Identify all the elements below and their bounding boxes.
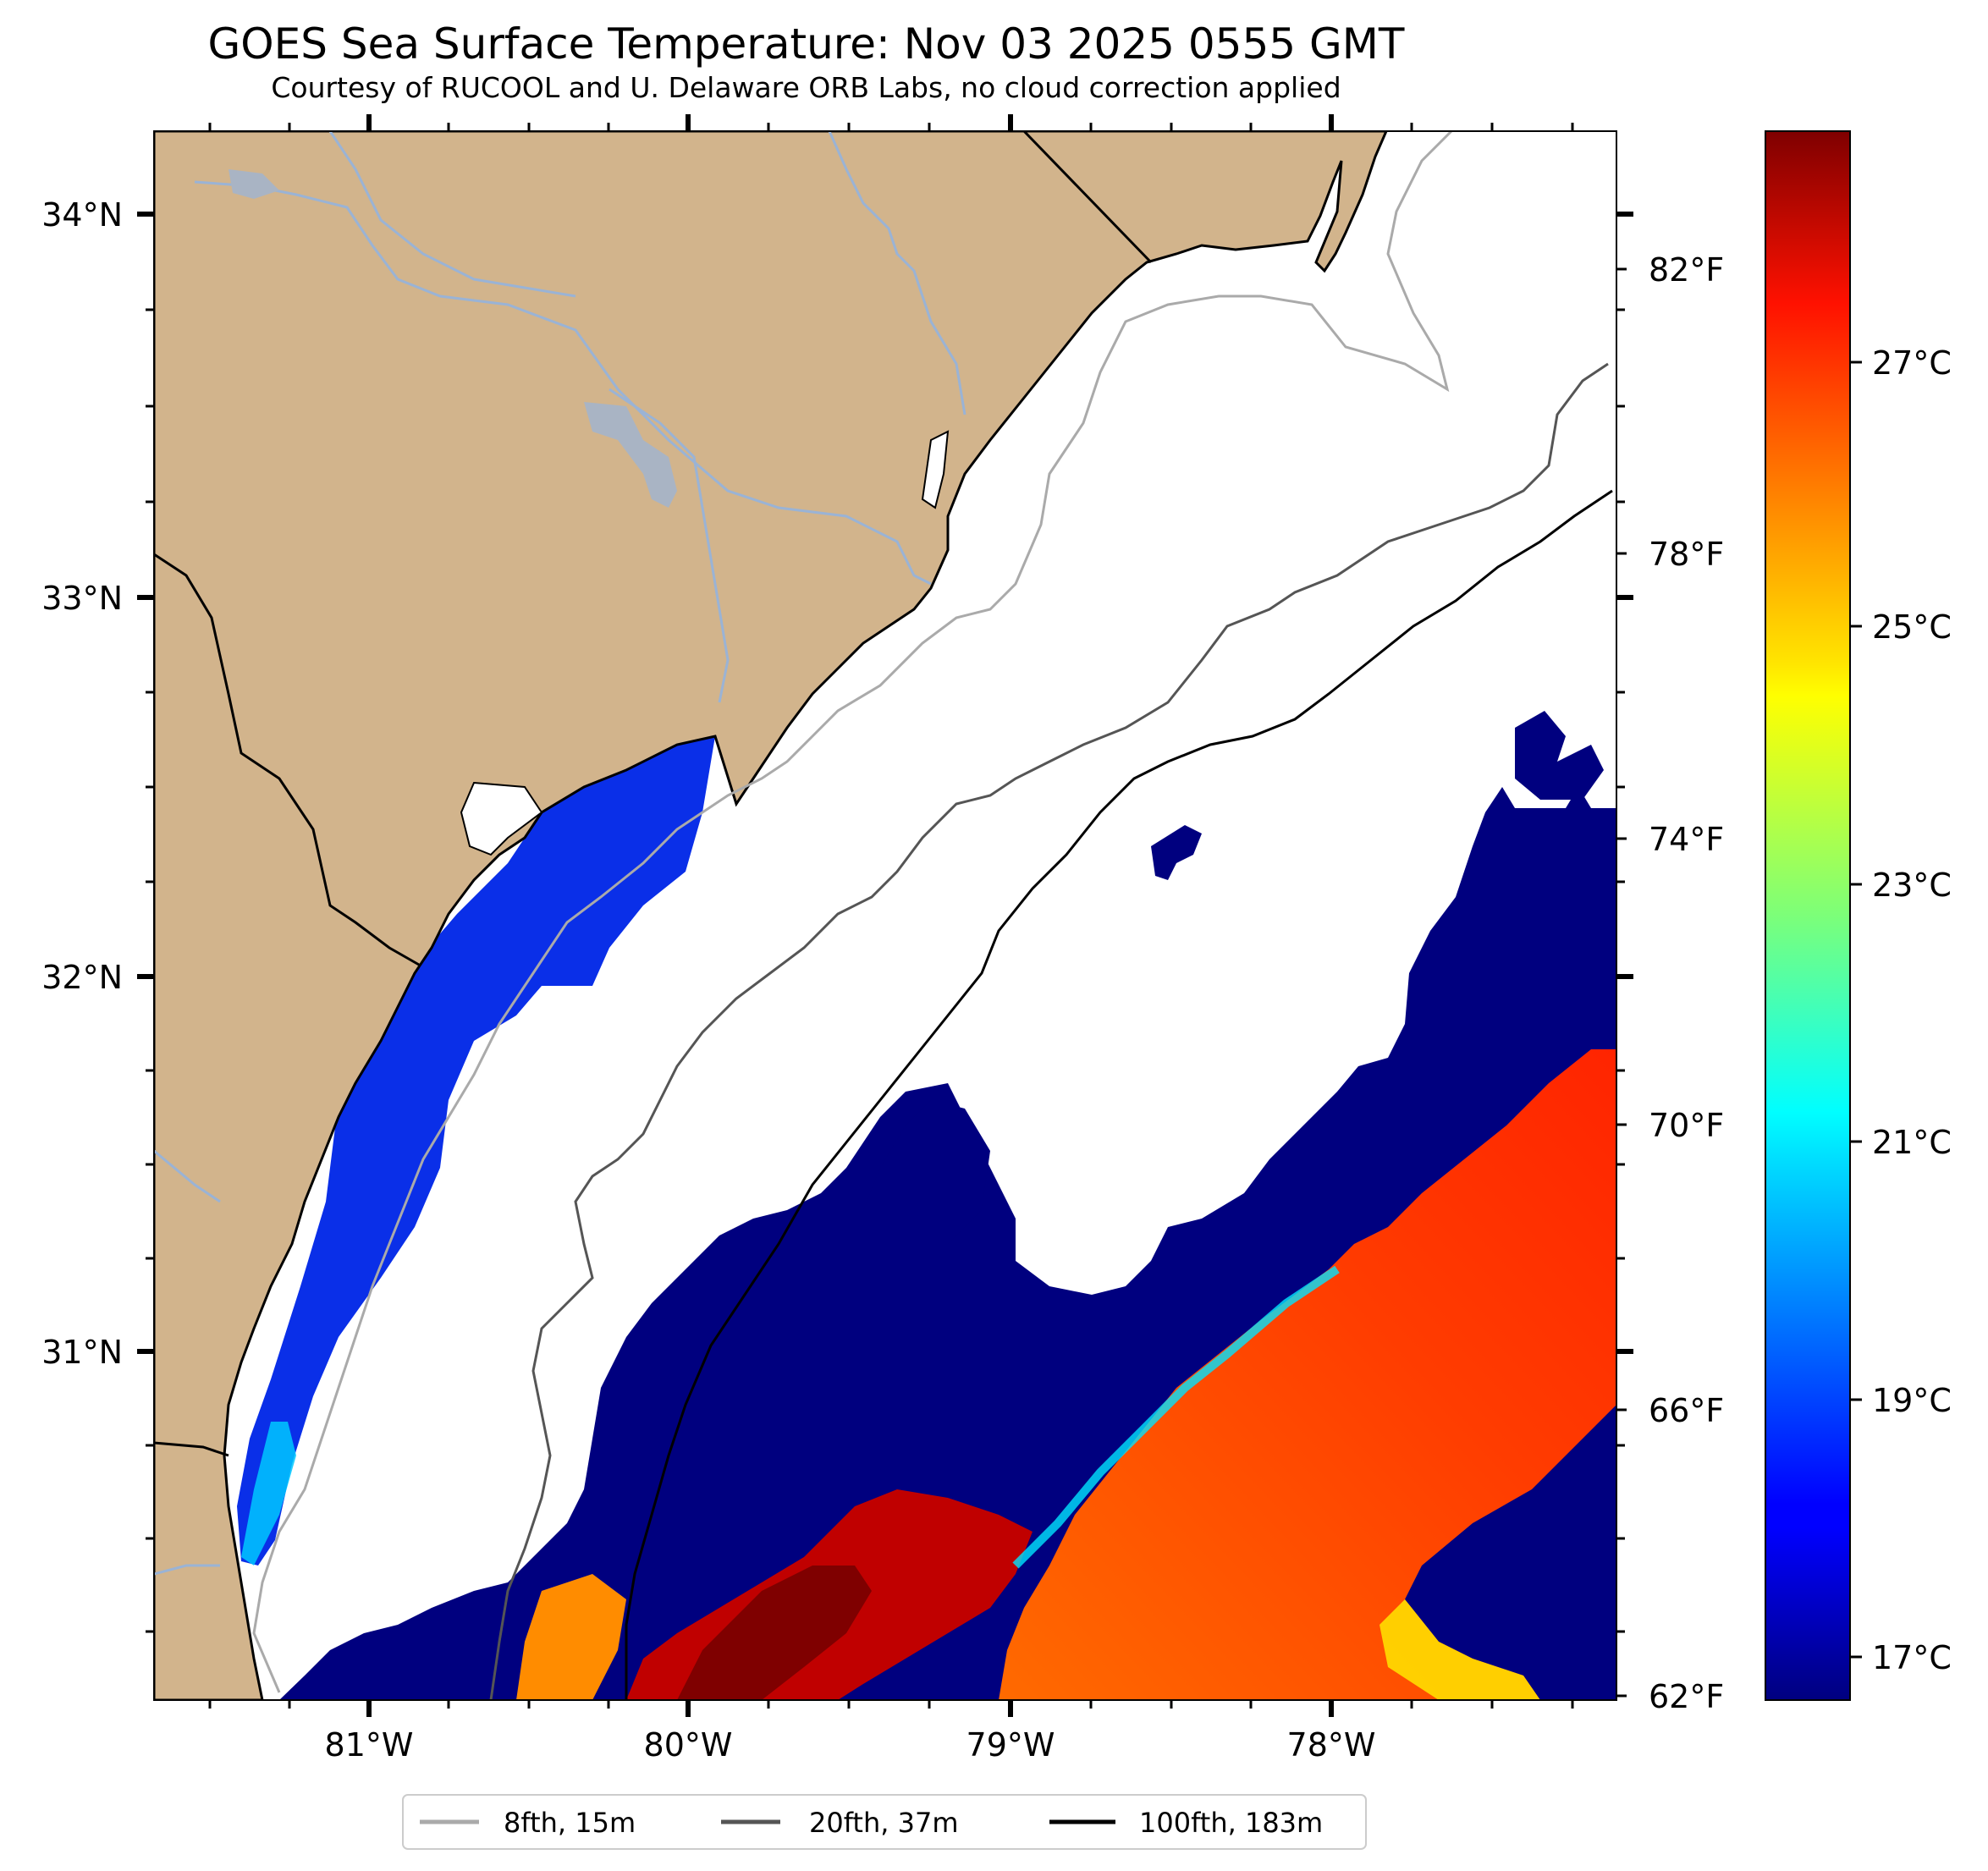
minor-ticks [146, 123, 1625, 1709]
sst-gulf-stream-warm [999, 1049, 1616, 1700]
lat-major-ticks-right [1616, 212, 1633, 1354]
sst-cold-patch [1151, 825, 1202, 880]
legend-box [402, 1794, 1367, 1850]
lat-label-32n: 32°N [41, 959, 123, 996]
lake-upper [229, 169, 279, 199]
rivers [154, 131, 966, 1576]
colorbar-ticks [1850, 360, 1862, 1659]
sst-nearshore-cyan [241, 1422, 296, 1566]
estuary-cutout [460, 781, 543, 856]
fahrenheit-label-78: 78°F [1649, 536, 1724, 573]
estuary-cutout-2 [921, 430, 950, 509]
fahrenheit-label-66: 66°F [1649, 1392, 1724, 1429]
isobath-legend: 8fth, 15m 20fth, 37m 100fth, 183m [402, 1794, 1367, 1850]
state-border-nc-sc [1022, 131, 1153, 264]
legend-label-8fth: 8fth, 15m [504, 1807, 636, 1839]
isobath-100fth [625, 489, 1613, 1700]
lon-label-81w: 81°W [325, 1726, 414, 1764]
state-border-sc-ga [154, 553, 420, 966]
fahrenheit-label-74: 74°F [1649, 821, 1724, 858]
sst-yellow-fringe [1379, 1599, 1540, 1700]
lat-label-33n: 33°N [41, 580, 123, 617]
legend-label-20fth: 20fth, 37m [809, 1807, 958, 1839]
lat-label-31n: 31°N [41, 1334, 123, 1371]
lat-major-ticks-left [137, 212, 154, 1354]
isobath-20fth [489, 362, 1609, 1700]
lon-major-ticks [366, 114, 1334, 1717]
colorbar [1765, 130, 1851, 1701]
map-frame [153, 130, 1617, 1701]
fahrenheit-label-70: 70°F [1649, 1107, 1724, 1144]
lake-marion [584, 402, 677, 508]
map-title: GOES Sea Surface Temperature: Nov 03 202… [207, 19, 1405, 69]
celsius-label-25: 25°C [1872, 608, 1952, 646]
sst-cold-water-upper [1515, 711, 1604, 800]
sst-cyan-front [1012, 1265, 1340, 1569]
celsius-label-27: 27°C [1872, 344, 1952, 382]
lon-label-79w: 79°W [966, 1726, 1055, 1764]
isobath-8fth [252, 131, 1453, 1693]
map-area [154, 131, 1616, 1700]
sst-warm-core-dark [677, 1566, 872, 1700]
lon-label-78w: 78°W [1287, 1726, 1376, 1764]
sst-cold-patch-2 [863, 1100, 990, 1252]
lat-label-34n: 34°N [41, 196, 123, 234]
celsius-label-17: 17°C [1872, 1639, 1952, 1676]
celsius-label-19: 19°C [1872, 1382, 1952, 1419]
celsius-label-21: 21°C [1872, 1124, 1952, 1161]
fahrenheit-label-82: 82°F [1649, 251, 1724, 289]
map-subtitle: Courtesy of RUCOOL and U. Delaware ORB L… [271, 71, 1341, 104]
legend-label-100fth: 100fth, 183m [1139, 1807, 1323, 1839]
lon-label-80w: 80°W [644, 1726, 733, 1764]
celsius-label-23: 23°C [1872, 867, 1952, 904]
land-mainland [154, 131, 1388, 1700]
fahrenheit-label-62: 62°F [1649, 1678, 1724, 1715]
sst-nearshore-band [237, 736, 715, 1566]
state-border-ga-fl [154, 1441, 229, 1457]
sst-warm-west-patch [516, 1574, 626, 1700]
fahrenheit-axis [1616, 267, 1627, 1698]
